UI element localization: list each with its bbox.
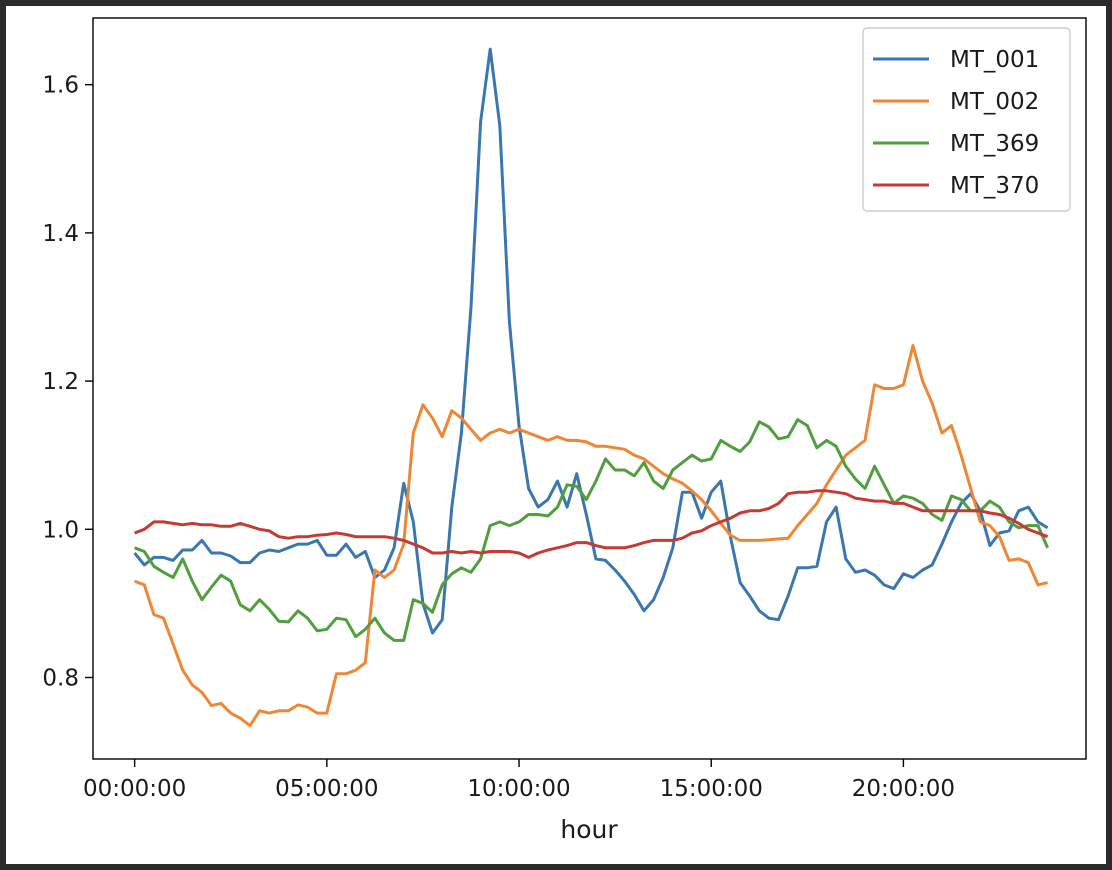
legend-box (862, 27, 1071, 212)
x-tick-label: 05:00:00 (275, 776, 378, 802)
series-line-mt-370 (134, 489, 1049, 559)
line-chart: 00:00:00 05:00:00 10:00:00 15:00:00 20:00:00… (42, 17, 1087, 844)
x-tick-label: 00:00:00 (83, 776, 186, 802)
x-tick-label: 15:00:00 (660, 776, 763, 802)
series-line-mt-002 (134, 344, 1048, 728)
x-tick-label: 10:00:00 (467, 776, 570, 802)
y-tick-label: 1.4 (42, 221, 79, 247)
legend: MT_001 MT_002 MT_369 MT_370 (862, 27, 1071, 212)
y-tick-label: 0.8 (42, 665, 79, 691)
legend-label: MT_369 (950, 131, 1039, 157)
chart-figure: 00:00:00 05:00:00 10:00:00 15:00:00 20:00:00… (6, 6, 1106, 864)
series-line-mt-001 (133, 47, 1049, 635)
y-tick-label: 1.2 (42, 369, 79, 395)
legend-label: MT_002 (950, 89, 1039, 115)
plot-frame (92, 17, 1087, 760)
y-tick-label: 1.6 (42, 73, 79, 99)
y-tick-label: 1.0 (42, 517, 79, 543)
legend-label: MT_001 (950, 47, 1039, 73)
x-axis-label: hour (560, 815, 618, 844)
legend-label: MT_370 (950, 173, 1039, 199)
x-tick-label: 20:00:00 (852, 776, 955, 802)
